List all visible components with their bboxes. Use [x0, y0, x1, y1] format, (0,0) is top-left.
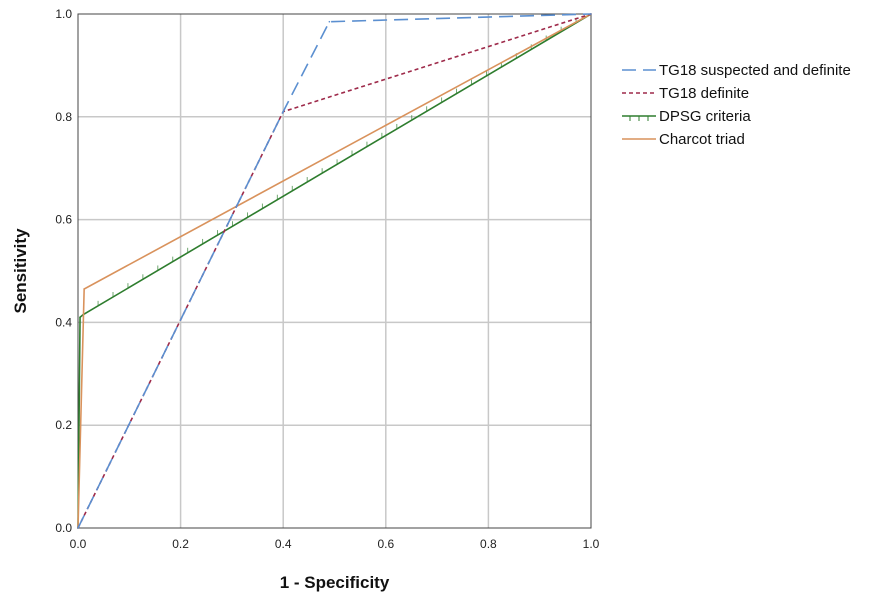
legend-label: Charcot triad [659, 131, 745, 148]
series-point [282, 110, 285, 113]
legend: TG18 suspected and definite TG18 definite… [622, 62, 851, 148]
legend-label: TG18 definite [659, 85, 749, 102]
x-tick-label: 0.0 [70, 537, 87, 551]
y-tick-label: 0.8 [55, 110, 72, 124]
series-point [83, 288, 85, 290]
x-tick-label: 0.4 [275, 537, 292, 551]
series-line-tg18-suspected-and-definite [77, 13, 592, 529]
tick-labels: 0.0 0.2 0.4 0.6 0.8 1.0 0.0 0.2 0.4 0.6 0.8 1.0 [55, 7, 599, 551]
series-point [590, 13, 592, 15]
x-tick-label: 0.8 [480, 537, 497, 551]
series-point [328, 20, 331, 23]
plot-frame [77, 13, 592, 529]
legend-label: DPSG criteria [659, 108, 751, 125]
series-line-tg18-definite [77, 13, 592, 529]
y-axis-title: Sensitivity [11, 228, 30, 314]
series-point [79, 316, 81, 319]
y-tick-label: 0.6 [55, 213, 72, 227]
y-tick-label: 0.4 [55, 315, 72, 329]
x-tick-label: 0.6 [377, 537, 394, 551]
grid [78, 14, 591, 528]
x-axis-title: 1 - Specificity [280, 573, 390, 592]
y-tick-label: 0.2 [55, 418, 72, 432]
y-tick-label: 1.0 [55, 7, 72, 21]
x-tick-label: 1.0 [583, 537, 600, 551]
series-line-dpsg-criteria [77, 13, 592, 529]
legend-label: TG18 suspected and definite [659, 62, 851, 79]
x-tick-label: 0.2 [172, 537, 189, 551]
series-layer [77, 13, 592, 529]
y-tick-label: 0.0 [55, 521, 72, 535]
series-line-charcot-triad [77, 13, 592, 529]
series-point [77, 527, 79, 529]
